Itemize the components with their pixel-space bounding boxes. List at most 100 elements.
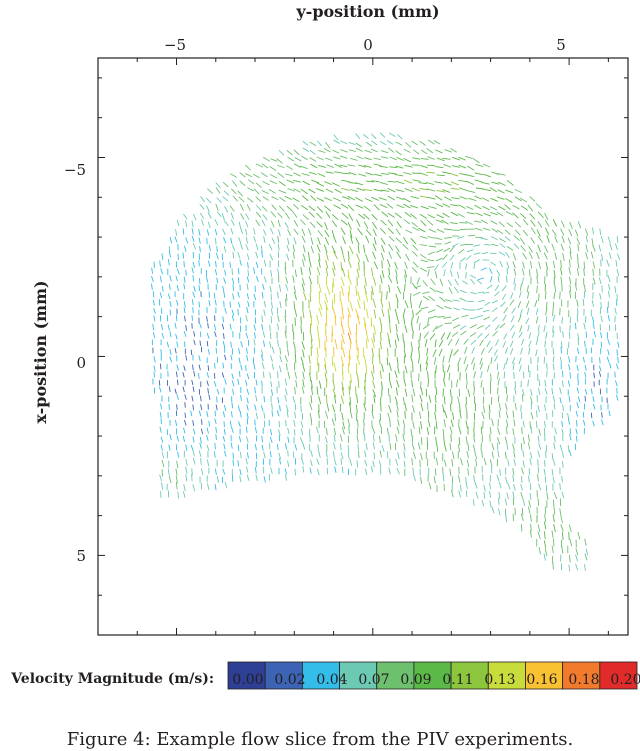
velocity-vector	[576, 364, 579, 372]
velocity-vector	[585, 548, 589, 556]
velocity-vector	[279, 457, 281, 465]
velocity-vector	[332, 261, 336, 271]
velocity-vector	[340, 316, 343, 327]
velocity-vector	[527, 204, 534, 212]
velocity-vector	[395, 293, 399, 302]
velocity-vector	[284, 267, 287, 275]
velocity-vector	[356, 268, 360, 278]
velocity-vector	[559, 356, 562, 364]
velocity-vector	[198, 229, 201, 236]
velocity-vector	[480, 371, 483, 379]
velocity-vector	[477, 325, 484, 329]
velocity-vector	[488, 346, 493, 353]
velocity-vector	[308, 267, 312, 276]
velocity-vector	[584, 388, 588, 395]
velocity-vector	[223, 246, 227, 253]
velocity-vector	[348, 213, 354, 221]
velocity-vector	[449, 389, 452, 398]
velocity-vector	[284, 355, 288, 363]
velocity-vector	[232, 284, 234, 291]
velocity-vector	[576, 387, 580, 394]
velocity-vector	[317, 173, 326, 177]
velocity-vector	[372, 379, 376, 389]
velocity-vector	[255, 474, 258, 482]
velocity-vector	[543, 540, 547, 549]
velocity-vector	[357, 228, 363, 236]
velocity-vector	[403, 172, 412, 175]
velocity-vector	[537, 221, 543, 228]
velocity-vector	[279, 300, 282, 309]
velocity-vector	[333, 197, 341, 202]
colorbar-swatch	[413, 661, 452, 690]
velocity-vector	[442, 189, 451, 193]
colorbar-label: 0.02	[274, 672, 305, 688]
velocity-vector	[497, 395, 500, 403]
velocity-vector	[465, 404, 468, 413]
velocity-vector	[521, 467, 524, 475]
velocity-vector	[504, 436, 508, 444]
velocity-vector	[340, 356, 344, 367]
velocity-vector	[561, 220, 565, 228]
velocity-vector	[576, 237, 581, 245]
velocity-vector	[270, 308, 273, 316]
velocity-vector	[499, 243, 506, 248]
velocity-vector	[443, 164, 452, 168]
velocity-vector	[444, 149, 452, 153]
velocity-vector	[184, 419, 187, 426]
velocity-vector	[503, 362, 506, 370]
velocity-vector	[246, 293, 249, 300]
velocity-vector	[246, 452, 249, 459]
velocity-vector	[475, 459, 478, 467]
velocity-vector	[324, 237, 329, 245]
velocity-vector	[403, 197, 411, 203]
velocity-vector	[334, 163, 342, 168]
velocity-vector	[495, 339, 499, 346]
velocity-vector	[481, 252, 489, 255]
velocity-vector	[568, 356, 571, 363]
velocity-vector	[175, 475, 178, 484]
velocity-vector	[544, 379, 547, 387]
velocity-vector	[206, 444, 210, 452]
velocity-vector	[577, 261, 580, 269]
velocity-vector	[512, 205, 520, 210]
velocity-vector	[559, 483, 561, 490]
velocity-vector	[559, 508, 562, 517]
velocity-vector	[551, 468, 554, 476]
velocity-vector	[245, 244, 249, 251]
velocity-vector	[373, 163, 382, 167]
velocity-vector	[222, 285, 225, 292]
velocity-vector	[490, 212, 498, 216]
velocity-vector	[310, 459, 313, 467]
velocity-vector	[190, 349, 193, 356]
velocity-vector	[451, 197, 460, 200]
velocity-vector	[255, 379, 258, 386]
velocity-vector	[198, 301, 201, 308]
velocity-vector	[325, 252, 329, 261]
velocity-vector	[397, 285, 401, 294]
velocity-vector	[420, 387, 424, 396]
velocity-vector	[395, 181, 405, 185]
velocity-vector	[536, 285, 538, 294]
velocity-vector	[448, 287, 453, 295]
velocity-vector	[520, 442, 523, 451]
velocity-vector	[198, 364, 201, 371]
velocity-vector	[206, 229, 210, 236]
velocity-vector	[261, 362, 265, 370]
velocity-vector	[277, 268, 280, 276]
velocity-vector	[191, 468, 193, 476]
velocity-vector	[223, 443, 226, 450]
velocity-vector	[279, 347, 282, 355]
velocity-vector	[465, 420, 468, 429]
velocity-vector	[386, 357, 389, 366]
velocity-vector	[246, 388, 250, 395]
velocity-vector	[544, 291, 547, 300]
velocity-vector	[167, 259, 170, 266]
velocity-vector	[574, 229, 579, 237]
velocity-vector	[545, 261, 549, 270]
velocity-vector	[387, 219, 394, 227]
velocity-vector	[387, 347, 389, 357]
velocity-vector	[159, 292, 163, 299]
velocity-vector	[356, 340, 358, 351]
velocity-vector	[459, 173, 468, 176]
velocity-vector	[526, 300, 530, 308]
